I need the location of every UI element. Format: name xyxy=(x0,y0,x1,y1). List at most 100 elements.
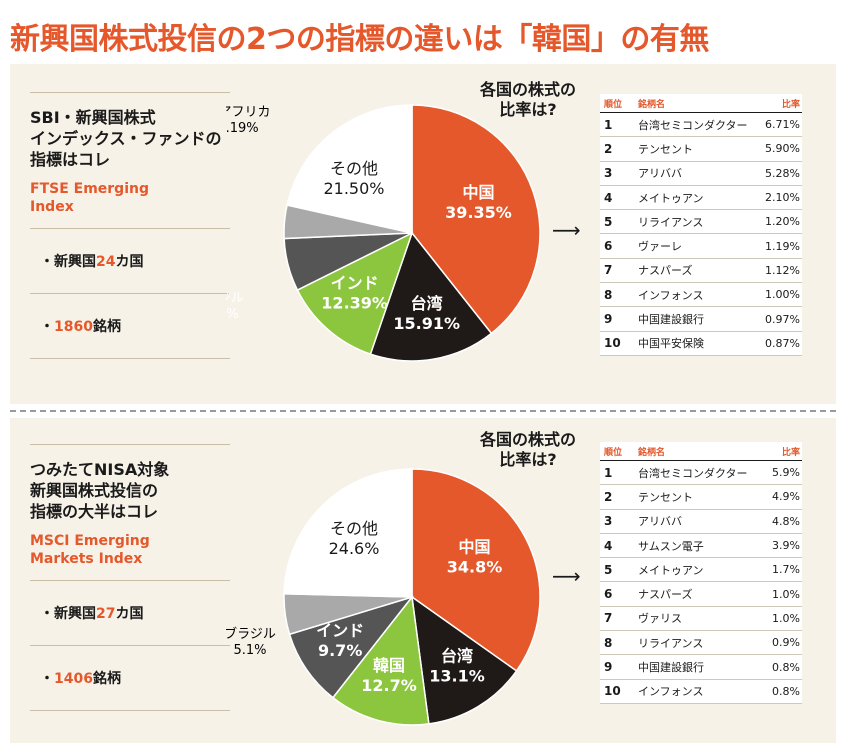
slice-value: 21.50% xyxy=(323,179,384,198)
table-row: 4 サムスン電子 3.9% xyxy=(600,533,802,559)
col-ratio: 比率 xyxy=(756,442,802,461)
table-row: 2 テンセント 4.9% xyxy=(600,484,802,510)
cell-ratio: 1.7% xyxy=(756,557,802,583)
slice-value: 15.91% xyxy=(393,314,460,333)
cell-rank: 2 xyxy=(600,484,634,510)
slice-label: 中国 xyxy=(459,538,491,557)
cell-rank: 3 xyxy=(600,509,634,534)
cell-ratio: 0.97% xyxy=(756,306,802,332)
question-label: 各国の株式の 比率は? xyxy=(479,430,576,469)
arrow-icon: ⟶ xyxy=(552,564,581,588)
fund-info-ftse: SBI・新興国株式 インデックス・ファンドの 指標はコレ FTSE Emergi… xyxy=(30,92,230,359)
table-row: 7 ナスパーズ 1.12% xyxy=(600,258,802,284)
stock-count: ・1406銘柄 xyxy=(40,671,121,687)
cell-rank: 4 xyxy=(600,533,634,559)
stock-count: ・1860銘柄 xyxy=(40,319,121,335)
top10-table-ftse: 順位 銘柄名 比率 1 台湾セミコンダクター 6.71% 2 テンセント 5.90% 3 アリ… xyxy=(600,94,802,356)
slice-label: 台湾 xyxy=(411,294,443,313)
pie-slice xyxy=(286,104,413,234)
slice-value: 24.6% xyxy=(329,539,380,558)
slice-value: 12.7% xyxy=(361,676,417,695)
fund-heading: SBI・新興国株式 インデックス・ファンドの 指標はコレ xyxy=(30,93,230,170)
heading-line: つみたてNISA対象 xyxy=(30,460,170,479)
cell-ratio: 5.90% xyxy=(756,136,802,162)
heading-line: 新興国株式投信の xyxy=(30,481,159,500)
divider xyxy=(30,710,230,711)
slice-value: 4.19% xyxy=(226,121,259,136)
pie-slice xyxy=(288,595,415,699)
top10-table-msci: 順位 銘柄名 比率 1 台湾セミコンダクター 5.9% 2 テンセント 4.9% 3 アリババ… xyxy=(600,442,802,704)
cell-rank: 9 xyxy=(600,654,634,680)
cell-ratio: 2.10% xyxy=(756,185,802,211)
cell-name: 台湾セミコンダクター xyxy=(634,112,756,138)
table-row: 1 台湾セミコンダクター 6.71% xyxy=(600,112,802,138)
cell-name: ヴァーレ xyxy=(634,233,756,259)
heading-line: 指標の大半はコレ xyxy=(30,502,159,521)
cell-ratio: 0.9% xyxy=(756,630,802,656)
cell-rank: 10 xyxy=(600,679,634,704)
pie-slice xyxy=(411,595,518,725)
cell-name: メイトゥアン xyxy=(634,557,756,583)
fund-heading: つみたてNISA対象 新興国株式投信の 指標の大半はコレ xyxy=(30,445,230,522)
slice-value: 6.66% xyxy=(226,307,239,322)
divider xyxy=(30,293,230,294)
table-row: 5 メイトゥアン 1.7% xyxy=(600,557,802,583)
table-row: 4 メイトゥアン 2.10% xyxy=(600,185,802,211)
col-rank: 順位 xyxy=(600,94,634,113)
cell-name: ヴァリス xyxy=(634,606,756,632)
cell-ratio: 0.8% xyxy=(756,654,802,680)
slice-value: 34.8% xyxy=(447,558,503,577)
cell-rank: 10 xyxy=(600,331,634,356)
cell-name: ナスパーズ xyxy=(634,581,756,607)
cell-ratio: 4.8% xyxy=(756,509,802,534)
col-name: 銘柄名 xyxy=(634,94,756,113)
slice-label: その他 xyxy=(330,159,378,178)
pie-slice xyxy=(411,468,541,672)
page-title: 新興国株式投信の2つの指標の違いは「韓国」の有無 xyxy=(10,22,709,57)
cell-name: テンセント xyxy=(634,484,756,510)
country-count: ・新興国27カ国 xyxy=(40,606,144,622)
cell-name: 台湾セミコンダクター xyxy=(634,460,756,486)
table-row: 8 リライアンス 0.9% xyxy=(600,630,802,656)
cell-ratio: 1.19% xyxy=(756,233,802,259)
cell-name: サムスン電子 xyxy=(634,533,756,559)
index-line: FTSE Emerging xyxy=(30,181,149,197)
cell-rank: 1 xyxy=(600,460,634,486)
cell-rank: 2 xyxy=(600,136,634,162)
fund-info-msci: つみたてNISA対象 新興国株式投信の 指標の大半はコレ MSCI Emergi… xyxy=(30,444,230,711)
index-line: Markets Index xyxy=(30,551,143,567)
slice-value: 12.39% xyxy=(321,293,388,312)
table-row: 6 ヴァーレ 1.19% xyxy=(600,233,802,259)
cell-ratio: 1.0% xyxy=(756,606,802,632)
cell-rank: 1 xyxy=(600,112,634,138)
divider xyxy=(30,580,230,581)
cell-name: 中国建設銀行 xyxy=(634,654,756,680)
col-name: 銘柄名 xyxy=(634,442,756,461)
index-line: Index xyxy=(30,199,74,215)
index-name: MSCI Emerging Markets Index xyxy=(30,522,230,568)
col-rank: 順位 xyxy=(600,442,634,461)
table-row: 5 リライアンス 1.20% xyxy=(600,209,802,235)
heading-line: インデックス・ファンドの xyxy=(30,129,222,148)
divider xyxy=(30,358,230,359)
col-ratio: 比率 xyxy=(756,94,802,113)
slice-label: 南アフリカ xyxy=(226,104,271,120)
country-count: ・新興国24カ国 xyxy=(40,254,144,270)
cell-rank: 9 xyxy=(600,306,634,332)
slice-value: 39.35% xyxy=(445,203,512,222)
cell-rank: 5 xyxy=(600,557,634,583)
table-row: 1 台湾セミコンダクター 5.9% xyxy=(600,460,802,486)
heading-line: SBI・新興国株式 xyxy=(30,108,156,127)
slice-label: その他 xyxy=(330,519,378,538)
cell-rank: 6 xyxy=(600,581,634,607)
table-row: 10 インフォンス 0.8% xyxy=(600,679,802,704)
divider xyxy=(30,92,230,93)
cell-name: インフォンス xyxy=(634,282,756,308)
heading-line: 指標はコレ xyxy=(30,150,111,169)
table-row: 6 ナスパーズ 1.0% xyxy=(600,581,802,607)
cell-rank: 7 xyxy=(600,606,634,632)
slice-label: 韓国 xyxy=(373,656,405,675)
cell-ratio: 1.00% xyxy=(756,282,802,308)
table-row: 10 中国平安保険 0.87% xyxy=(600,331,802,356)
